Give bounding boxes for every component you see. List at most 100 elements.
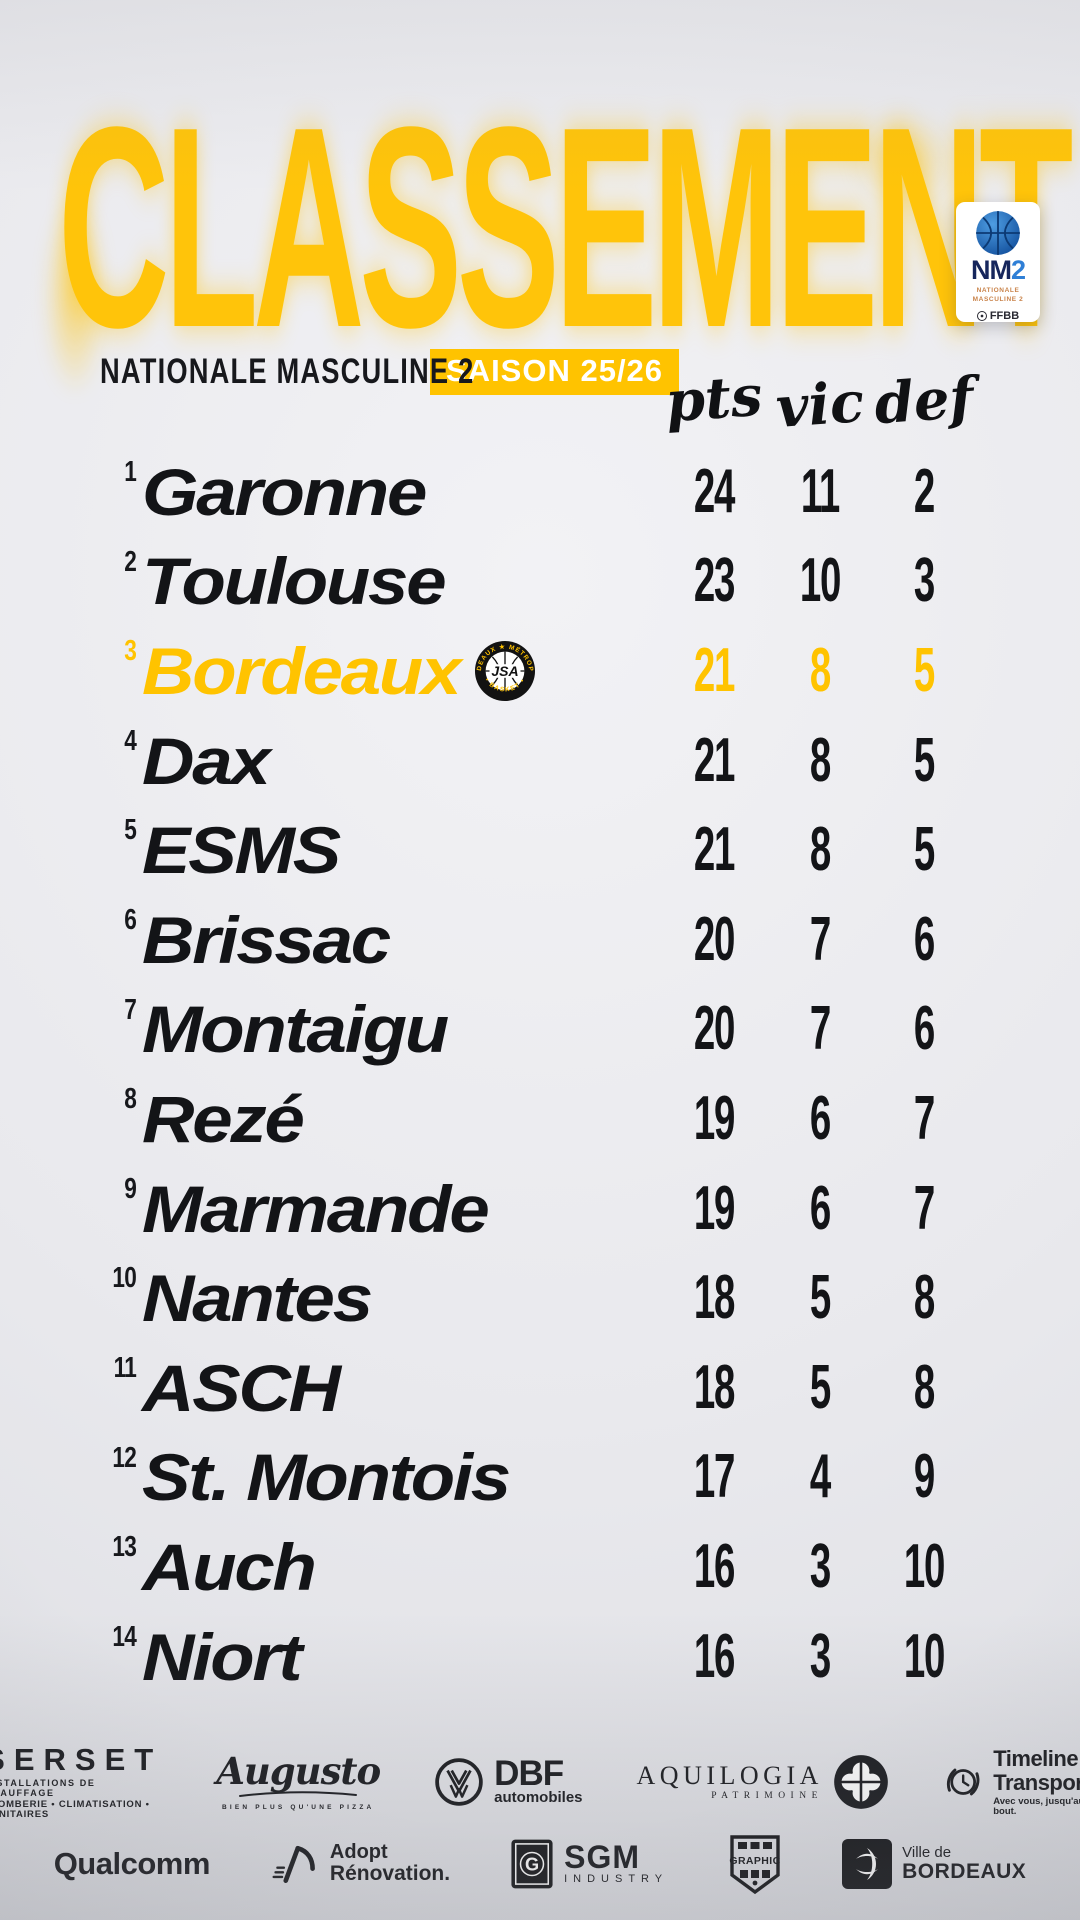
pts-value: 18: [693, 1263, 736, 1333]
rank: 1: [124, 456, 137, 488]
def-value: 6: [913, 904, 935, 974]
def-value: 8: [913, 1263, 935, 1333]
aquilogia-clover-icon: [834, 1755, 888, 1809]
sponsor-graphic: GRAPHIC: [728, 1833, 782, 1895]
timeline-clock-icon: [946, 1768, 980, 1796]
table-row: 4 Dax 21 8 5: [96, 716, 992, 806]
jsa-center-label: JSA: [492, 663, 519, 679]
def-value: 5: [913, 635, 935, 705]
serset-line2: PLOMBERIE • CLIMATISATION • SANITAIRES: [0, 1799, 150, 1821]
vic-value: 8: [809, 725, 831, 795]
pts-value: 17: [693, 1442, 736, 1512]
vic-value: 3: [809, 1621, 831, 1691]
vw-icon: [435, 1758, 483, 1806]
sponsor-aquilogia: AQUILOGIA PATRIMOINE: [637, 1754, 889, 1810]
rank: 2: [124, 545, 137, 578]
dbf-wordmark: DBF: [494, 1753, 564, 1793]
def-value: 10: [903, 1621, 946, 1691]
def-value: 7: [913, 1083, 935, 1153]
vic-value: 5: [809, 1263, 831, 1333]
col-header-def: def: [872, 364, 976, 438]
pts-value: 19: [693, 1083, 736, 1153]
jsa-bordeaux-logo: BORDEAUX ★ MÉTROPOLE • BASKET • JSA: [474, 640, 536, 702]
page-title-blur: CLASSEMENT: [58, 67, 1073, 387]
rank: 12: [112, 1441, 136, 1474]
qualcomm-wordmark: Qualcomm: [53, 1846, 211, 1881]
team-name: St. Montois: [142, 1440, 511, 1515]
rank: 8: [124, 1083, 137, 1116]
table-row: 9 Marmande 19 6 7: [96, 1164, 992, 1254]
vic-value: 10: [799, 546, 842, 616]
league-name: NATIONALE MASCULINE 2: [100, 352, 475, 391]
def-value: 10: [903, 1531, 946, 1601]
augusto-flourish: [239, 1791, 358, 1798]
def-value: 9: [913, 1442, 935, 1512]
def-value: 5: [913, 725, 935, 795]
pts-value: 24: [693, 456, 736, 526]
rank: 10: [112, 1262, 136, 1295]
season-badge: SAISON 25/26: [430, 349, 680, 395]
team-name: Marmande: [142, 1171, 490, 1246]
nm2-nm: NM: [970, 255, 1012, 285]
pts-value: 16: [693, 1621, 736, 1691]
def-value: 8: [913, 1352, 935, 1422]
col-header-pts: pts: [663, 362, 765, 436]
def-value: 3: [913, 546, 935, 616]
table-row-highlighted: 3 Bordeaux BORDEAUX ★ MÉTROPOLE • BASKET…: [96, 626, 992, 716]
table-row: 13 Auch 16 3 10: [96, 1522, 992, 1612]
timeline-line2: Transport: [993, 1769, 1080, 1795]
vic-value: 4: [809, 1442, 831, 1512]
table-row: 6 Brissac 20 7 6: [96, 895, 992, 985]
column-headers: pts vic def: [0, 362, 1080, 446]
page-title: CLASSEMENT CLASSEMENT: [58, 84, 1073, 370]
aquilogia-sub: PATRIMOINE: [711, 1791, 823, 1802]
pts-value: 20: [693, 904, 736, 974]
serset-line1: INSTALLATIONS DE CHAUFFAGE: [0, 1778, 96, 1798]
team-name: Bordeaux: [142, 633, 461, 708]
nm2-wordmark: NM 2: [970, 255, 1026, 285]
augusto-tagline: BIEN PLUS QU'UNE PIZZA: [221, 1804, 375, 1812]
standings-table: 1 Garonne 24 11 2 2 Toulouse 23 10 3 3 B…: [96, 447, 992, 1701]
sponsor-qualcomm: Qualcomm: [53, 1846, 211, 1882]
team-name: Garonne: [142, 454, 427, 529]
sponsor-augusto: Augusto BIEN PLUS QU'UNE PIZZA: [216, 1752, 381, 1812]
rank: 14: [112, 1620, 136, 1653]
nm2-subtitle: NATIONALE MASCULINE 2: [973, 287, 1024, 305]
rank: 3: [124, 635, 137, 668]
table-row: 10 Nantes 18 5 8: [96, 1253, 992, 1343]
sponsor-sgm: G SGM INDUSTRY: [510, 1838, 668, 1890]
team-name: Auch: [142, 1529, 317, 1604]
rank: 5: [124, 814, 137, 847]
aquilogia-wordmark: AQUILOGIA: [636, 1760, 823, 1790]
ffbb-label: FFBB: [989, 309, 1020, 322]
ville-de-label: Ville de: [902, 1844, 952, 1862]
team-name: Toulouse: [142, 544, 447, 619]
sponsor-row-2: Qualcomm Adopt Rénovation. G SGM IN: [0, 1832, 1080, 1896]
table-row: 11 ASCH 18 5 8: [96, 1343, 992, 1433]
graphic-shield-icon: GRAPHIC: [730, 1835, 780, 1895]
bordeaux-crescent-icon: [842, 1839, 893, 1889]
vic-value: 3: [809, 1531, 831, 1601]
sgm-wordmark: SGM: [564, 1839, 640, 1876]
table-row: 2 Toulouse 23 10 3: [96, 537, 992, 627]
basketball-icon: [976, 211, 1020, 255]
ffbb-ring-icon: [976, 310, 987, 321]
def-value: 2: [913, 456, 935, 526]
team-name: Brissac: [142, 902, 391, 977]
table-row: 12 St. Montois 17 4 9: [96, 1433, 992, 1523]
team-name: Nantes: [142, 1261, 373, 1336]
serset-wordmark: SERSET: [0, 1741, 163, 1777]
team-name: ESMS: [142, 813, 341, 888]
timeline-line1: Timeline: [993, 1746, 1079, 1772]
pts-value: 23: [693, 546, 736, 616]
sgm-badge-letter: G: [525, 1855, 539, 1875]
def-value: 5: [913, 815, 935, 885]
team-name: Dax: [142, 723, 271, 798]
pts-value: 20: [693, 994, 736, 1064]
vic-value: 6: [809, 1083, 831, 1153]
bordeaux-label: BORDEAUX: [902, 1859, 1027, 1883]
table-row: 8 Rezé 19 6 7: [96, 1074, 992, 1164]
col-header-vic: vic: [773, 369, 867, 441]
adopt-line1: Adopt: [329, 1841, 388, 1864]
